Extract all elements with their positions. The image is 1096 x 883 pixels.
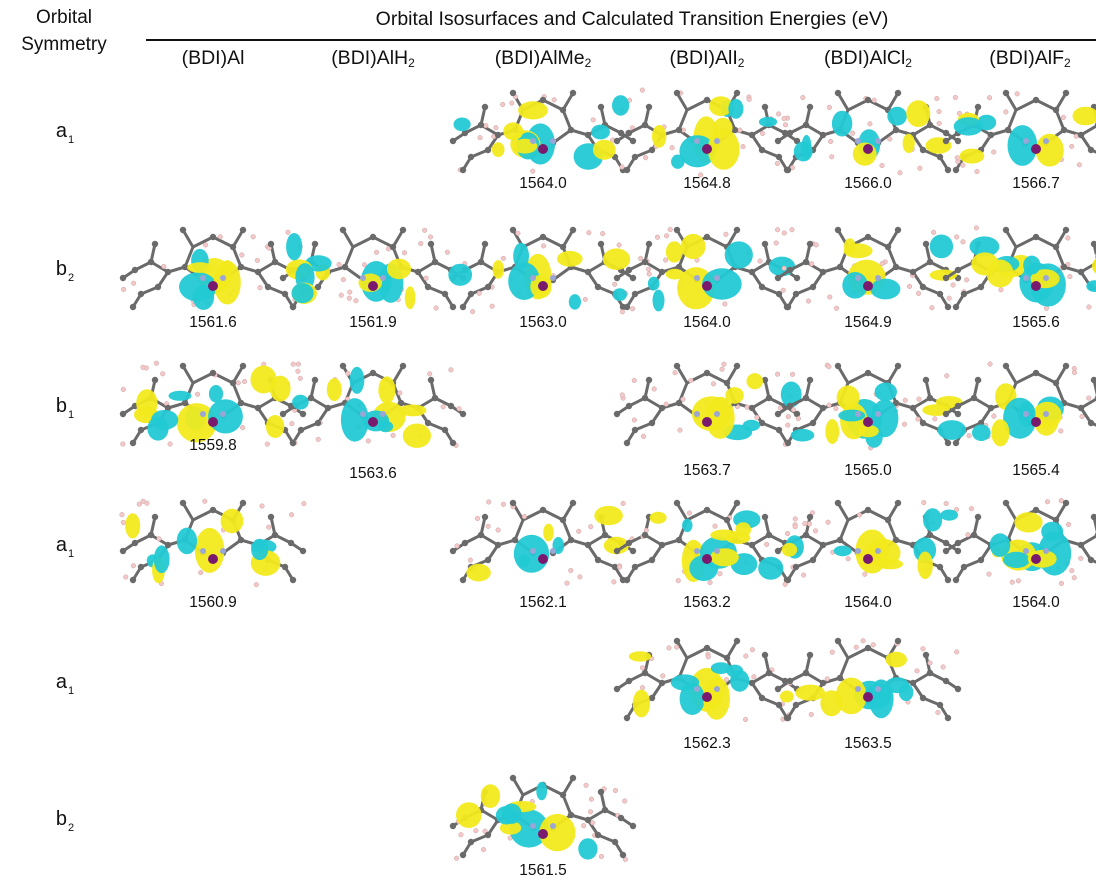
transition-energy-r3-c5: 1565.0 [844, 462, 892, 479]
row-label-6: b2 [55, 808, 75, 834]
transition-energy-r5-c5: 1563.5 [844, 735, 892, 752]
transition-energy-r1-c5: 1566.0 [844, 175, 892, 192]
column-header-bdi-alh2: (BDI)AlH2 [331, 47, 415, 70]
column-header-bdi-alme2: (BDI)AlMe2 [494, 47, 592, 70]
orbital-isosurface-r4-c3 [449, 499, 637, 586]
row-label-1: a1 [55, 120, 75, 146]
column-header-bdi-alcl2: (BDI)AlCl2 [824, 47, 912, 70]
row-label-5: a1 [55, 671, 75, 697]
orbital-isosurface-r4-c6 [942, 498, 1096, 586]
transition-energy-r4-c1: 1560.9 [189, 594, 237, 611]
figure-title: Orbital Isosurfaces and Calculated Trans… [375, 8, 889, 30]
title-rule [146, 39, 1096, 41]
transition-energy-r1-c4: 1564.8 [683, 175, 731, 192]
orbital-isosurface-r1-c3 [449, 89, 637, 174]
transition-energy-r2-c3: 1563.0 [519, 314, 567, 331]
orbital-symmetry-header-line2: Symmetry [21, 34, 107, 55]
transition-energy-r2-c5: 1564.9 [844, 314, 892, 331]
transition-energy-r3-c6: 1565.4 [1012, 462, 1060, 479]
transition-energy-r4-c6: 1564.0 [1012, 594, 1060, 611]
transition-energy-r2-c2: 1561.9 [349, 314, 397, 331]
orbital-isosurface-r3-c6 [937, 361, 1096, 447]
transition-energy-r2-c1: 1561.6 [189, 314, 237, 331]
orbital-isosurface-r3-c5 [774, 362, 963, 451]
transition-energy-r4-c4: 1563.2 [683, 594, 731, 611]
transition-energy-r4-c3: 1562.1 [519, 594, 567, 611]
orbital-isosurface-r4-c1 [119, 498, 307, 588]
orbital-symmetry-header-line1: Orbital [36, 7, 92, 28]
orbital-isosurface-r4-c4 [613, 499, 801, 586]
column-header-bdi-ali2: (BDI)AlI2 [669, 47, 745, 70]
orbital-isosurface-r3-c4 [613, 361, 802, 447]
orbital-isosurface-r6-c3 [449, 774, 637, 862]
orbital-isosurface-r4-c5 [774, 499, 962, 587]
orbital-isosurface-r2-c5 [774, 226, 962, 311]
transition-energy-r2-c6: 1565.6 [1012, 314, 1060, 331]
orbital-isosurface-r2-c3 [448, 226, 637, 315]
orbital-isosurface-r5-c5 [774, 637, 962, 722]
orbital-isosurface-r2-c2 [279, 226, 467, 311]
orbital-isosurface-r3-c2 [279, 362, 467, 448]
orbital-isosurface-r1-c4 [613, 87, 801, 178]
transition-energy-r3-c4: 1563.7 [683, 462, 731, 479]
column-header-bdi-alf2: (BDI)AlF2 [989, 47, 1071, 70]
transition-energy-r4-c5: 1564.0 [844, 594, 892, 611]
transition-energy-r1-c6: 1566.7 [1012, 175, 1060, 192]
transition-energy-r2-c4: 1564.0 [683, 314, 731, 331]
column-header-bdi-al: (BDI)Al [181, 47, 245, 69]
transition-energy-r1-c3: 1564.0 [519, 175, 567, 192]
row-label-3: b1 [55, 395, 75, 421]
transition-energy-r5-c4: 1562.3 [683, 735, 731, 752]
row-label-2: b2 [55, 258, 75, 284]
row-label-4: a1 [55, 534, 75, 560]
transition-energy-r6-c3: 1561.5 [519, 862, 567, 879]
orbital-isosurface-r3-c1 [119, 360, 307, 447]
orbital-isosurface-r1-c6 [942, 89, 1096, 175]
orbital-isosurface-r2-c4 [613, 226, 801, 315]
transition-energy-r3-c1: 1559.8 [189, 437, 237, 454]
transition-energy-r3-c2: 1563.6 [349, 465, 397, 482]
orbital-isosurface-r2-c6 [942, 225, 1096, 311]
orbital-isosurface-r1-c5 [774, 89, 962, 176]
